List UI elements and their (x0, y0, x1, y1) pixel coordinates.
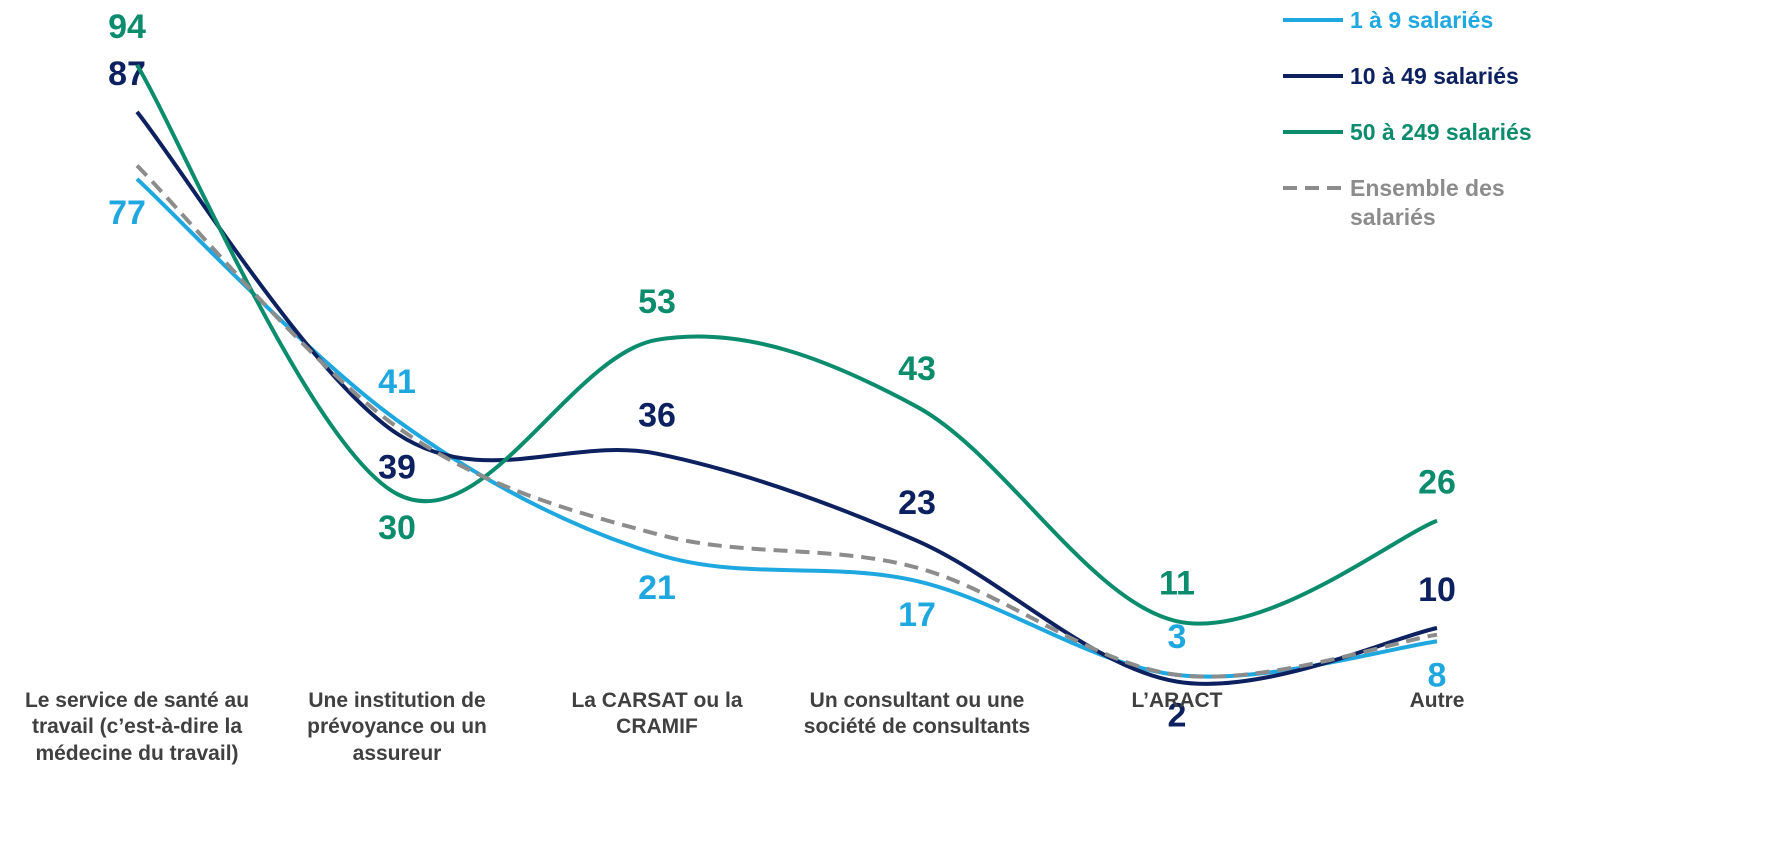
data-label: 8 (1428, 656, 1447, 694)
legend-swatch-box (1283, 186, 1343, 190)
series-line (135, 110, 1438, 686)
x-tick-label: Autre (1409, 689, 1465, 712)
data-label: 39 (378, 449, 416, 487)
legend-label: Ensemble des salariés (1350, 175, 1505, 230)
legend-label: 50 à 249 salariés (1350, 119, 1532, 145)
x-tick-label: Le service de santé au travail (c’est-à-… (24, 689, 250, 765)
legend-swatch-box (1283, 130, 1343, 134)
data-label: 77 (108, 194, 146, 232)
data-label: 2 (1168, 697, 1187, 735)
x-tick-label: L’ARACT (1131, 689, 1223, 712)
data-label: 23 (898, 484, 936, 522)
x-tick-label: Un consultant ou une société de consulta… (803, 689, 1031, 739)
legend-item: 10 à 49 salariés (1283, 62, 1533, 122)
legend-label: 1 à 9 salariés (1350, 7, 1494, 33)
data-label: 36 (638, 397, 676, 435)
legend-swatch-box (1283, 74, 1343, 78)
data-label: 94 (108, 8, 146, 46)
data-label: 10 (1418, 571, 1456, 609)
data-label: 26 (1418, 464, 1456, 502)
x-tick-label: Une institution de prévoyance ou un assu… (307, 689, 487, 765)
data-label: 43 (898, 350, 936, 388)
data-label: 17 (898, 596, 936, 634)
series-line (135, 63, 1438, 626)
legend-item: Ensemble des salariés (1283, 174, 1533, 234)
data-label: 11 (1159, 564, 1195, 602)
data-label: 53 (638, 283, 676, 321)
data-label: 87 (108, 55, 146, 93)
legend-swatch-box (1283, 18, 1343, 22)
series-line (135, 164, 1438, 679)
data-label: 3 (1168, 618, 1187, 656)
legend-item: 50 à 249 salariés (1283, 118, 1533, 178)
legend-item: 1 à 9 salariés (1283, 6, 1533, 66)
data-label: 41 (378, 363, 416, 401)
data-label: 30 (378, 509, 416, 547)
data-label: 21 (638, 569, 676, 607)
legend-label: 10 à 49 salariés (1350, 63, 1519, 89)
x-tick-label: La CARSAT ou la CRAMIF (571, 689, 743, 739)
